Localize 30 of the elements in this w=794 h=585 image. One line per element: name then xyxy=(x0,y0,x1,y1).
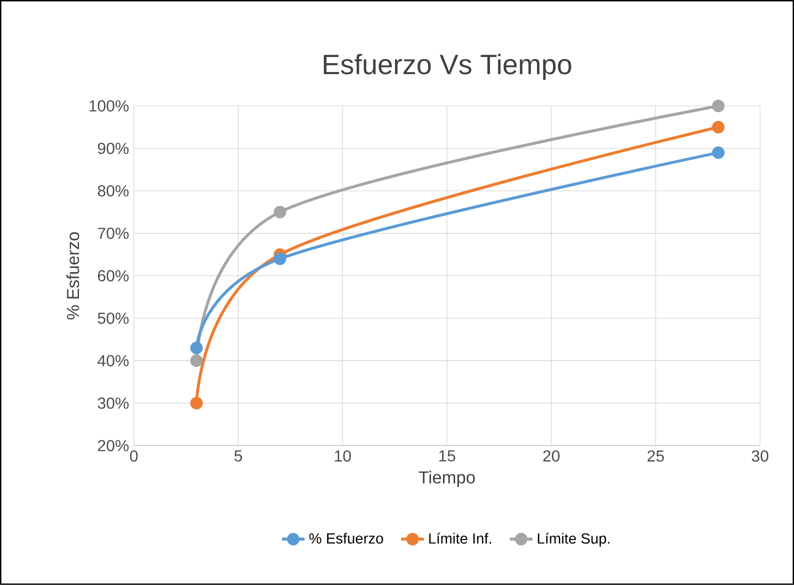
y-tick-label: 70% xyxy=(98,228,129,240)
y-tick-label: 50% xyxy=(98,312,129,324)
point xyxy=(190,396,203,410)
y-axis-title: % Esfuerzo xyxy=(66,232,80,320)
y-tick-label: 60% xyxy=(98,270,129,282)
legend-label: Límite Inf. xyxy=(429,532,492,544)
point xyxy=(274,252,286,266)
chart-title: Esfuerzo Vs Tiempo xyxy=(324,54,572,80)
x-tick-label: 20 xyxy=(543,450,560,462)
x-tick-label: 10 xyxy=(334,450,351,462)
x-tick-label: 0 xyxy=(130,450,138,462)
x-axis-title: Tiempo xyxy=(418,470,475,488)
point xyxy=(190,342,203,354)
y-tick-label: 90% xyxy=(98,142,129,154)
point xyxy=(274,206,286,218)
y-tick-label: 40% xyxy=(98,355,129,366)
x-tick-label: 15 xyxy=(439,450,456,462)
legend-label: Límite Sup. xyxy=(538,532,610,547)
y-tick-label: 30% xyxy=(98,398,129,409)
x-tick-label: 5 xyxy=(234,450,242,462)
x-tick-label: 30 xyxy=(752,450,768,462)
y-tick-label: 100% xyxy=(90,100,129,112)
y-tick-label: 20% xyxy=(98,440,129,452)
point xyxy=(712,146,725,159)
y-tick-label: 80% xyxy=(98,185,129,197)
point xyxy=(712,100,725,112)
point xyxy=(712,120,725,134)
point xyxy=(190,354,203,368)
x-tick-label: 25 xyxy=(648,450,664,462)
legend-label: % Esfuerzo xyxy=(309,532,384,544)
